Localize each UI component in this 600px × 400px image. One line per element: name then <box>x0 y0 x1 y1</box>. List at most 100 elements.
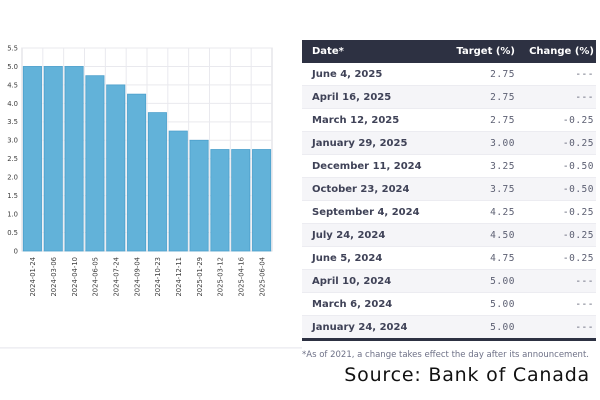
svg-text:0.5: 0.5 <box>7 229 18 237</box>
table-row: September 4, 2024 4.25 -0.25 <box>302 200 596 224</box>
svg-text:2024-12-11: 2024-12-11 <box>175 257 183 297</box>
date-cell: March 12, 2025 <box>302 108 452 132</box>
date-cell: July 24, 2024 <box>302 223 452 247</box>
col-header-date: Date* <box>302 40 452 63</box>
bar-2024-07-24 <box>106 84 126 252</box>
svg-text:3.5: 3.5 <box>7 118 18 126</box>
target-cell: 5.00 <box>452 292 515 316</box>
bar-2025-06-04 <box>252 149 272 252</box>
source-caption: Source: Bank of Canada <box>344 364 590 386</box>
change-cell: -0.25 <box>515 223 596 247</box>
target-cell: 3.25 <box>452 154 515 178</box>
y-axis-tick-labels: 0 0.5 1.0 1.5 2.0 2.5 3.0 3.5 4.0 4.5 5.0 5.5 <box>7 44 18 255</box>
svg-text:2025-03-12: 2025-03-12 <box>217 257 225 297</box>
table-row: March 6, 2024 5.00 --- <box>302 292 596 316</box>
table-row: March 12, 2025 2.75 -0.25 <box>302 108 596 132</box>
bar-2024-10-23 <box>147 112 167 252</box>
date-cell: January 29, 2025 <box>302 131 452 155</box>
table-row: January 24, 2024 5.00 --- <box>302 315 596 340</box>
svg-text:3.0: 3.0 <box>7 137 18 145</box>
change-cell: --- <box>515 292 596 316</box>
table-row: June 4, 2025 2.75 --- <box>302 63 596 86</box>
bars-group <box>22 66 272 252</box>
svg-text:5.5: 5.5 <box>7 44 18 52</box>
footnote: *As of 2021, a change takes effect the d… <box>302 350 589 360</box>
change-cell: -0.25 <box>515 108 596 132</box>
svg-text:2.0: 2.0 <box>7 174 18 182</box>
rate-table-body: June 4, 2025 2.75 --- April 16, 2025 2.75 ---… <box>302 63 596 340</box>
policy-rate-bar-chart: 0 0.5 1.0 1.5 2.0 2.5 3.0 3.5 4.0 4.5 5.0 5.5 2024-0… <box>7 44 273 297</box>
target-cell: 3.75 <box>452 177 515 201</box>
table-row: April 10, 2024 5.00 --- <box>302 269 596 293</box>
bar-2025-01-29 <box>189 139 209 252</box>
svg-text:4.5: 4.5 <box>7 81 18 89</box>
change-cell: --- <box>515 85 596 109</box>
svg-text:1.0: 1.0 <box>7 210 18 218</box>
svg-text:2.5: 2.5 <box>7 155 18 163</box>
table-row: April 16, 2025 2.75 --- <box>302 85 596 109</box>
target-cell: 5.00 <box>452 315 515 340</box>
col-header-change: Change (%) <box>515 40 596 63</box>
widget-bottom-divider <box>0 347 302 349</box>
date-cell: June 5, 2024 <box>302 246 452 270</box>
bar-2024-04-10 <box>64 66 84 252</box>
table-row: June 5, 2024 4.75 -0.25 <box>302 246 596 270</box>
target-cell: 2.75 <box>452 108 515 132</box>
table-row: January 29, 2025 3.00 -0.25 <box>302 131 596 155</box>
svg-text:2025-04-16: 2025-04-16 <box>238 257 246 297</box>
change-cell: --- <box>515 63 596 86</box>
table-row: July 24, 2024 4.50 -0.25 <box>302 223 596 247</box>
date-cell: March 6, 2024 <box>302 292 452 316</box>
svg-text:2024-01-24: 2024-01-24 <box>29 257 37 297</box>
date-cell: January 24, 2024 <box>302 315 452 340</box>
col-header-target: Target (%) <box>452 40 515 63</box>
svg-text:2025-01-29: 2025-01-29 <box>196 257 204 297</box>
date-cell: September 4, 2024 <box>302 200 452 224</box>
bar-2024-03-06 <box>43 66 63 252</box>
svg-text:0: 0 <box>14 247 18 255</box>
target-cell: 5.00 <box>452 269 515 293</box>
svg-text:4.0: 4.0 <box>7 100 18 108</box>
bar-2025-04-16 <box>231 149 251 252</box>
svg-text:2024-10-23: 2024-10-23 <box>154 257 162 297</box>
x-axis-tick-labels: 2024-01-24 2024-03-06 2024-04-10 2024-06-05… <box>29 257 266 297</box>
bar-2024-01-24 <box>22 66 42 252</box>
svg-text:5.0: 5.0 <box>7 63 18 71</box>
date-cell: April 16, 2025 <box>302 85 452 109</box>
bar-2025-03-12 <box>210 149 230 252</box>
date-cell: April 10, 2024 <box>302 269 452 293</box>
svg-text:2024-04-10: 2024-04-10 <box>71 257 79 297</box>
gridlines <box>22 47 272 251</box>
change-cell: -0.25 <box>515 131 596 155</box>
date-cell: June 4, 2025 <box>302 63 452 86</box>
date-cell: December 11, 2024 <box>302 154 452 178</box>
svg-text:2024-03-06: 2024-03-06 <box>50 257 58 297</box>
svg-text:2024-09-04: 2024-09-04 <box>133 257 141 297</box>
change-cell: -0.50 <box>515 177 596 201</box>
rate-table-panel: Date* Target (%) Change (%) June 4, 2025… <box>302 40 596 360</box>
target-cell: 2.75 <box>452 63 515 86</box>
target-cell: 2.75 <box>452 85 515 109</box>
target-cell: 3.00 <box>452 131 515 155</box>
table-header-row: Date* Target (%) Change (%) <box>302 40 596 63</box>
date-cell: October 23, 2024 <box>302 177 452 201</box>
bar-2024-06-05 <box>85 75 105 252</box>
change-cell: -0.50 <box>515 154 596 178</box>
target-cell: 4.25 <box>452 200 515 224</box>
svg-text:1.5: 1.5 <box>7 192 18 200</box>
bar-2024-12-11 <box>168 130 188 252</box>
table-row: December 11, 2024 3.25 -0.50 <box>302 154 596 178</box>
table-row: October 23, 2024 3.75 -0.50 <box>302 177 596 201</box>
target-cell: 4.75 <box>452 246 515 270</box>
change-cell: -0.25 <box>515 200 596 224</box>
change-cell: --- <box>515 315 596 340</box>
svg-text:2024-06-05: 2024-06-05 <box>92 257 100 297</box>
svg-text:2025-06-04: 2025-06-04 <box>258 257 266 297</box>
bar-2024-09-04 <box>127 93 147 252</box>
svg-text:2024-07-24: 2024-07-24 <box>113 257 121 297</box>
rate-table: Date* Target (%) Change (%) June 4, 2025… <box>302 40 596 341</box>
change-cell: --- <box>515 269 596 293</box>
target-cell: 4.50 <box>452 223 515 247</box>
change-cell: -0.25 <box>515 246 596 270</box>
